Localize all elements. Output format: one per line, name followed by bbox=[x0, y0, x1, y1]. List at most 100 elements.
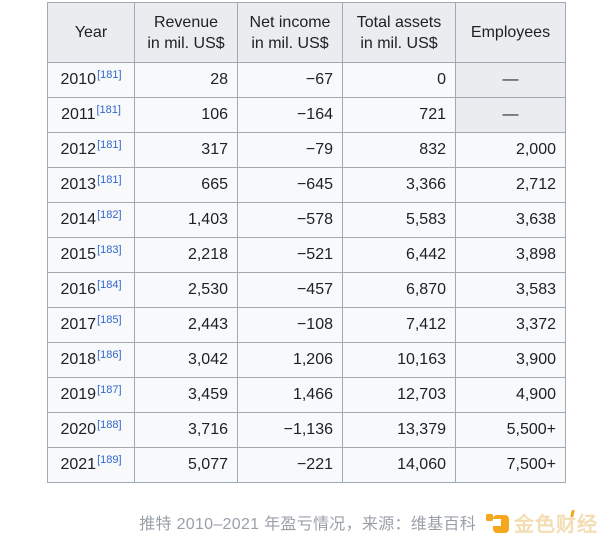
year-cell: 2020[188] bbox=[47, 412, 135, 448]
year-cell: 2013[181] bbox=[47, 167, 135, 203]
jinse-logo-icon bbox=[486, 510, 510, 534]
total-assets-cell: 7,412 bbox=[342, 307, 456, 343]
year-label: 2018 bbox=[60, 351, 97, 368]
table-row: 2017[185] 2,443 −108 7,412 3,372 bbox=[47, 307, 566, 343]
figure-footer: 推特 2010–2021 年盈亏情况，来源：维基百科 金色财经 bbox=[0, 506, 600, 538]
table-row: 2010[181] 28 −67 0 — bbox=[47, 62, 566, 98]
col-header-label: Total assets bbox=[356, 13, 442, 31]
col-header-total-assets: Total assets in mil. US$ bbox=[342, 2, 456, 63]
table-row: 2016[184] 2,530 −457 6,870 3,583 bbox=[47, 272, 566, 308]
net-income-cell: −521 bbox=[237, 237, 343, 273]
revenue-cell: 106 bbox=[134, 97, 238, 133]
net-income-cell: −221 bbox=[237, 447, 343, 483]
year-label: 2013 bbox=[60, 176, 97, 193]
reference-link[interactable]: [186] bbox=[97, 348, 122, 361]
col-header-sublabel: in mil. US$ bbox=[147, 34, 225, 52]
year-cell: 2011[181] bbox=[47, 97, 135, 133]
reference-link[interactable]: [189] bbox=[97, 453, 122, 466]
revenue-cell: 2,530 bbox=[134, 272, 238, 308]
total-assets-cell: 6,870 bbox=[342, 272, 456, 308]
col-header-revenue: Revenue in mil. US$ bbox=[134, 2, 238, 63]
table-row: 2019[187] 3,459 1,466 12,703 4,900 bbox=[47, 377, 566, 413]
net-income-cell: 1,206 bbox=[237, 342, 343, 378]
total-assets-cell: 12,703 bbox=[342, 377, 456, 413]
net-income-cell: −164 bbox=[237, 97, 343, 133]
reference-link[interactable]: [181] bbox=[97, 68, 122, 81]
net-income-cell: −1,136 bbox=[237, 412, 343, 448]
net-income-cell: −108 bbox=[237, 307, 343, 343]
year-cell: 2018[186] bbox=[47, 342, 135, 378]
revenue-cell: 1,403 bbox=[134, 202, 238, 238]
table-row: 2014[182] 1,403 −578 5,583 3,638 bbox=[47, 202, 566, 238]
year-label: 2012 bbox=[60, 141, 97, 158]
revenue-cell: 5,077 bbox=[134, 447, 238, 483]
reference-link[interactable]: [184] bbox=[97, 278, 122, 291]
year-label: 2010 bbox=[60, 71, 97, 88]
total-assets-cell: 6,442 bbox=[342, 237, 456, 273]
net-income-cell: 1,466 bbox=[237, 377, 343, 413]
total-assets-cell: 5,583 bbox=[342, 202, 456, 238]
year-label: 2020 bbox=[60, 421, 97, 438]
table-row: 2021[189] 5,077 −221 14,060 7,500+ bbox=[47, 447, 566, 483]
net-income-cell: −67 bbox=[237, 62, 343, 98]
reference-link[interactable]: [188] bbox=[97, 418, 122, 431]
year-cell: 2010[181] bbox=[47, 62, 135, 98]
header-row: Year Revenue in mil. US$ Net income in mil… bbox=[47, 2, 566, 63]
employees-cell: 2,712 bbox=[455, 167, 566, 203]
total-assets-cell: 721 bbox=[342, 97, 456, 133]
net-income-cell: −457 bbox=[237, 272, 343, 308]
net-income-cell: −79 bbox=[237, 132, 343, 168]
financials-table: Year Revenue in mil. US$ Net income in mil… bbox=[47, 2, 566, 483]
table-row: 2015[183] 2,218 −521 6,442 3,898 bbox=[47, 237, 566, 273]
employees-cell: 3,638 bbox=[455, 202, 566, 238]
total-assets-cell: 14,060 bbox=[342, 447, 456, 483]
jinse-finance-logo: 金色财经 bbox=[486, 508, 598, 537]
employees-cell: 7,500+ bbox=[455, 447, 566, 483]
col-header-label: Year bbox=[74, 24, 108, 41]
employees-cell: 3,583 bbox=[455, 272, 566, 308]
reference-link[interactable]: [187] bbox=[97, 383, 122, 396]
reference-link[interactable]: [181] bbox=[96, 103, 121, 116]
year-label: 2016 bbox=[60, 281, 97, 298]
employees-cell: 4,900 bbox=[455, 377, 566, 413]
reference-link[interactable]: [185] bbox=[97, 313, 122, 326]
revenue-cell: 3,716 bbox=[134, 412, 238, 448]
employees-cell: 5,500+ bbox=[455, 412, 566, 448]
total-assets-cell: 0 bbox=[342, 62, 456, 98]
year-cell: 2012[181] bbox=[47, 132, 135, 168]
figure-caption: 推特 2010–2021 年盈亏情况，来源：维基百科 bbox=[139, 516, 476, 533]
year-cell: 2017[185] bbox=[47, 307, 135, 343]
year-label: 2015 bbox=[60, 246, 97, 263]
col-header-net-income: Net income in mil. US$ bbox=[237, 2, 343, 63]
year-cell: 2019[187] bbox=[47, 377, 135, 413]
year-cell: 2014[182] bbox=[47, 202, 135, 238]
net-income-cell: −645 bbox=[237, 167, 343, 203]
table-row: 2020[188] 3,716 −1,136 13,379 5,500+ bbox=[47, 412, 566, 448]
revenue-cell: 3,042 bbox=[134, 342, 238, 378]
year-label: 2014 bbox=[60, 211, 97, 228]
revenue-cell: 2,218 bbox=[134, 237, 238, 273]
col-header-year: Year bbox=[47, 2, 135, 63]
table-row: 2012[181] 317 −79 832 2,000 bbox=[47, 132, 566, 168]
reference-link[interactable]: [181] bbox=[97, 138, 122, 151]
col-header-label: Net income bbox=[249, 13, 331, 31]
brand-name-label: 金色财经 bbox=[514, 513, 598, 536]
reference-link[interactable]: [182] bbox=[97, 208, 122, 221]
employees-cell: 3,372 bbox=[455, 307, 566, 343]
year-label: 2017 bbox=[60, 316, 97, 333]
table-row: 2013[181] 665 −645 3,366 2,712 bbox=[47, 167, 566, 203]
total-assets-cell: 832 bbox=[342, 132, 456, 168]
revenue-cell: 317 bbox=[134, 132, 238, 168]
revenue-cell: 28 bbox=[134, 62, 238, 98]
year-cell: 2016[184] bbox=[47, 272, 135, 308]
reference-link[interactable]: [181] bbox=[97, 173, 122, 186]
col-header-sublabel: in mil. US$ bbox=[251, 34, 329, 52]
col-header-label: Employees bbox=[470, 24, 551, 41]
employees-cell: — bbox=[455, 62, 566, 98]
year-label: 2011 bbox=[61, 106, 96, 123]
total-assets-cell: 3,366 bbox=[342, 167, 456, 203]
net-income-cell: −578 bbox=[237, 202, 343, 238]
reference-link[interactable]: [183] bbox=[97, 243, 122, 256]
total-assets-cell: 13,379 bbox=[342, 412, 456, 448]
